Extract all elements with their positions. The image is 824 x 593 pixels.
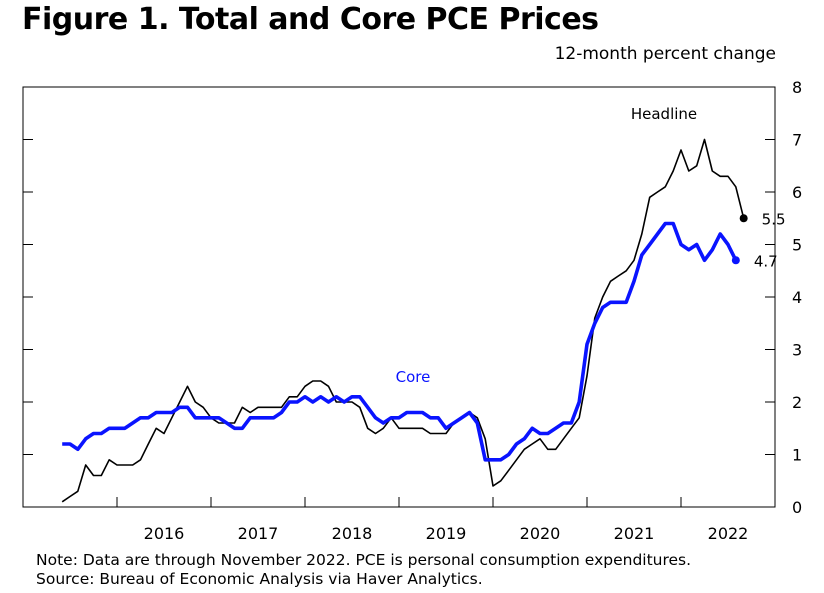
core-series-line [62,221,738,462]
x-tick-label: 2016 [144,524,185,543]
y-tick-label: 4 [792,288,802,307]
y-tick-label: 1 [792,446,802,465]
x-tick-label: 2021 [614,524,655,543]
units-label: 12-month percent change [554,44,776,64]
headline-last-value: 5.5 [762,210,786,228]
y-tick-label: 5 [792,236,802,255]
x-tick-label: 2020 [520,524,561,543]
y-tick-label: 0 [792,498,802,517]
x-tick-label: 2017 [238,524,279,543]
core-last-point [731,256,740,265]
y-tick-label: 3 [792,341,802,360]
x-tick-label: 2018 [332,524,373,543]
y-tick-label: 6 [792,183,802,202]
core-last-value: 4.7 [754,252,778,270]
headline-last-point [739,214,748,223]
x-tick-label: 2022 [708,524,749,543]
core-label: Core [396,368,431,386]
headline-series-line [61,138,745,503]
y-tick-label: 7 [792,131,802,150]
headline-label: Headline [631,105,697,123]
chart-notes: Note: Data are through November 2022. PC… [36,551,691,589]
y-tick-label: 8 [792,78,802,97]
chart-title: Figure 1. Total and Core PCE Prices [22,2,599,37]
x-tick-label: 2019 [426,524,467,543]
plot-frame [22,86,776,508]
y-tick-label: 2 [792,393,802,412]
source-text: Source: Bureau of Economic Analysis via … [36,570,483,588]
note-text: Note: Data are through November 2022. PC… [36,551,692,569]
